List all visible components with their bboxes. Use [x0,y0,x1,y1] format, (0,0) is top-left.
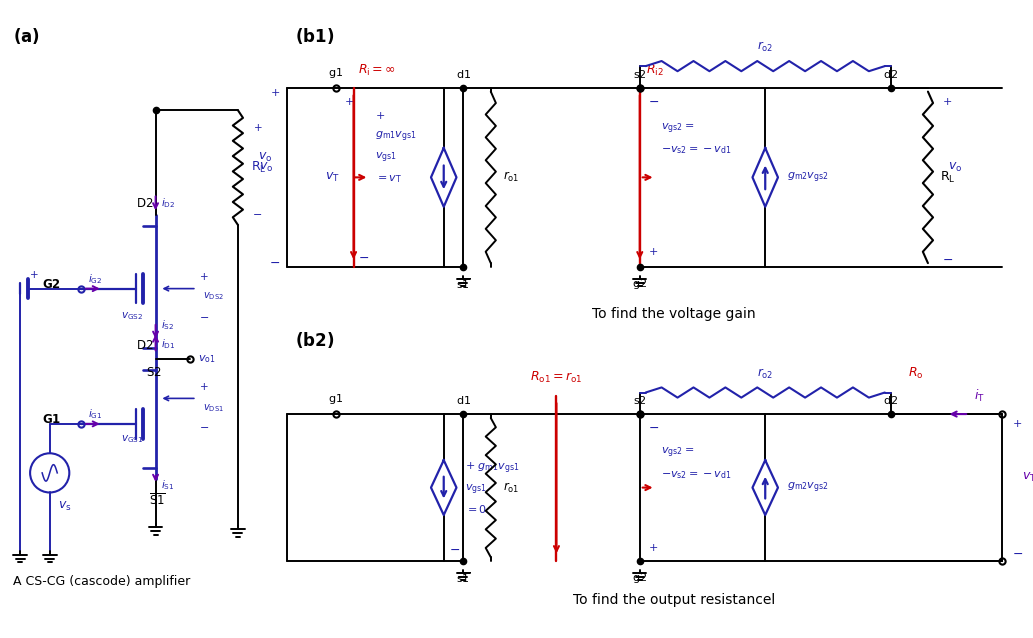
Text: $v_{\mathrm{o1}}$: $v_{\mathrm{o1}}$ [197,353,215,365]
Text: $-$: $-$ [942,253,953,265]
Text: $v_{\mathrm{DS2}}$: $v_{\mathrm{DS2}}$ [202,290,223,302]
Text: $\overline{\mathrm{S1}}$: $\overline{\mathrm{S1}}$ [149,493,166,508]
Text: $r_{\mathrm{o1}}$: $r_{\mathrm{o1}}$ [502,480,519,494]
Text: $+$: $+$ [270,87,280,98]
Text: $+$: $+$ [29,269,39,280]
Text: $R_{\mathrm{o}}$: $R_{\mathrm{o}}$ [908,366,924,381]
Text: $r_{\mathrm{o2}}$: $r_{\mathrm{o2}}$ [757,40,774,54]
Text: $\mathrm{d1}$: $\mathrm{d1}$ [456,394,471,406]
Text: $\mathbf{(a)}$: $\mathbf{(a)}$ [13,26,40,46]
Text: $i_{\mathrm{S1}}$: $i_{\mathrm{S1}}$ [161,478,175,491]
Text: $\mathrm{S2}$: $\mathrm{S2}$ [146,366,161,380]
Text: $\mathrm{d1}$: $\mathrm{d1}$ [456,68,471,80]
Text: $r_{\mathrm{o2}}$: $r_{\mathrm{o2}}$ [757,367,774,381]
Text: $+$: $+$ [375,110,385,121]
Text: $+$: $+$ [1012,419,1023,429]
Text: $+$: $+$ [648,542,658,553]
Text: $v_{\mathrm{GS2}}$: $v_{\mathrm{GS2}}$ [121,310,144,322]
Text: $-v_{\mathrm{s2}}=-v_{\mathrm{d1}}$: $-v_{\mathrm{s2}}=-v_{\mathrm{d1}}$ [661,145,731,156]
Text: $v_{\mathrm{gs1}}$: $v_{\mathrm{gs1}}$ [375,151,397,165]
Text: $g_{\mathrm{m1}}v_{\mathrm{gs1}}$: $g_{\mathrm{m1}}v_{\mathrm{gs1}}$ [375,130,417,144]
Text: $g_{\mathrm{m2}}v_{\mathrm{gs2}}$: $g_{\mathrm{m2}}v_{\mathrm{gs2}}$ [787,480,828,495]
Text: $\mathrm{s2}$: $\mathrm{s2}$ [633,394,647,406]
Text: $+$: $+$ [198,381,209,392]
Text: $+$: $+$ [648,246,658,257]
Text: $\mathrm{d2}$: $\mathrm{d2}$ [883,68,899,80]
Text: $+$: $+$ [344,96,353,107]
Text: To find the output resistancel: To find the output resistancel [573,593,775,607]
Text: $i_{\mathrm{D1}}$: $i_{\mathrm{D1}}$ [161,338,176,352]
Text: $v_{\mathrm{GS1}}$: $v_{\mathrm{GS1}}$ [121,434,144,445]
Text: $\mathrm{g1}$: $\mathrm{g1}$ [328,66,343,80]
Text: $-$: $-$ [198,311,209,321]
Text: $-$: $-$ [648,421,659,434]
Text: $\mathrm{g2}$: $\mathrm{g2}$ [632,277,648,291]
Text: $+$: $+$ [253,122,262,133]
Text: $\overline{\mathrm{s1}}$: $\overline{\mathrm{s1}}$ [456,571,471,586]
Text: $\mathrm{D2}$: $\mathrm{D2}$ [136,197,154,210]
Text: $\mathrm{g1}$: $\mathrm{g1}$ [328,392,343,406]
Text: $v_{\mathrm{o}}$: $v_{\mathrm{o}}$ [948,161,963,174]
Text: $v_{\mathrm{DS1}}$: $v_{\mathrm{DS1}}$ [202,403,223,414]
Text: $-$: $-$ [648,95,659,108]
Text: $\mathrm{d2}$: $\mathrm{d2}$ [883,394,899,406]
Text: $-$: $-$ [198,421,209,431]
Text: $R_{\mathrm{i2}}$: $R_{\mathrm{i2}}$ [646,63,663,78]
Text: $i_{\mathrm{G1}}$: $i_{\mathrm{G1}}$ [88,407,102,421]
Text: $v_{\mathrm{o}}$: $v_{\mathrm{o}}$ [258,151,273,165]
Text: $\mathbf{G1}$: $\mathbf{G1}$ [42,413,61,426]
Text: $\mathrm{D2}$: $\mathrm{D2}$ [136,339,154,352]
Text: $\mathrm{R_L}$: $\mathrm{R_L}$ [940,170,956,185]
Text: $v_{\mathrm{gs2}}=$: $v_{\mathrm{gs2}}=$ [661,122,694,136]
Text: $i_{\mathrm{T}}$: $i_{\mathrm{T}}$ [974,388,984,404]
Text: $-$: $-$ [252,208,262,218]
Text: $\mathrm{g2}$: $\mathrm{g2}$ [632,571,648,585]
Text: $i_{\mathrm{S2}}$: $i_{\mathrm{S2}}$ [161,318,175,332]
Text: $\overline{\mathrm{s1}}$: $\overline{\mathrm{s1}}$ [456,277,471,292]
Text: $i_{\mathrm{G2}}$: $i_{\mathrm{G2}}$ [88,272,102,286]
Text: $\mathrm{R_L}$: $\mathrm{R_L}$ [251,160,267,175]
Text: $v_{\mathrm{T}}$: $v_{\mathrm{T}}$ [325,171,340,184]
Text: $R_{\mathrm{o1}}=r_{\mathrm{o1}}$: $R_{\mathrm{o1}}=r_{\mathrm{o1}}$ [530,369,583,385]
Text: $\mathrm{s2}$: $\mathrm{s2}$ [633,68,647,80]
Text: $-$: $-$ [269,256,280,269]
Text: $\mathbf{G2}$: $\mathbf{G2}$ [42,278,61,291]
Text: $v_{\mathrm{o}}$: $v_{\mathrm{o}}$ [259,161,273,174]
Text: $v_{\mathrm{s}}$: $v_{\mathrm{s}}$ [58,500,71,513]
Text: A CS-CG (cascode) amplifier: A CS-CG (cascode) amplifier [13,575,191,588]
Text: $-$: $-$ [358,251,370,263]
Text: $g_{\mathrm{m2}}v_{\mathrm{gs2}}$: $g_{\mathrm{m2}}v_{\mathrm{gs2}}$ [787,170,828,184]
Text: $\mathbf{(b2)}$: $\mathbf{(b2)}$ [294,330,334,350]
Text: $r_{\mathrm{o1}}$: $r_{\mathrm{o1}}$ [502,170,519,184]
Text: $i_{\mathrm{D2}}$: $i_{\mathrm{D2}}$ [161,197,176,211]
Text: $+$: $+$ [198,271,209,283]
Text: To find the voltage gain: To find the voltage gain [592,307,756,321]
Text: $\mathbf{(b1)}$: $\mathbf{(b1)}$ [294,26,334,46]
Text: $v_{\mathrm{gs2}}=$: $v_{\mathrm{gs2}}=$ [661,446,694,461]
Text: $=0$: $=0$ [465,503,488,515]
Text: $R_{\mathrm{i}}=\infty$: $R_{\mathrm{i}}=\infty$ [358,63,397,78]
Text: $-v_{\mathrm{s2}}=-v_{\mathrm{d1}}$: $-v_{\mathrm{s2}}=-v_{\mathrm{d1}}$ [661,469,731,481]
Text: $v_{\mathrm{gs1}}$: $v_{\mathrm{gs1}}$ [465,482,488,497]
Text: $+$: $+$ [942,96,952,107]
Text: $+\ g_{\mathrm{m1}}v_{\mathrm{gs1}}$: $+\ g_{\mathrm{m1}}v_{\mathrm{gs1}}$ [465,460,520,476]
Text: $v_{\mathrm{T}}$: $v_{\mathrm{T}}$ [1022,471,1033,484]
Text: $=v_{\mathrm{T}}$: $=v_{\mathrm{T}}$ [375,173,402,185]
Text: $-$: $-$ [448,543,460,556]
Text: $-$: $-$ [1012,547,1024,560]
